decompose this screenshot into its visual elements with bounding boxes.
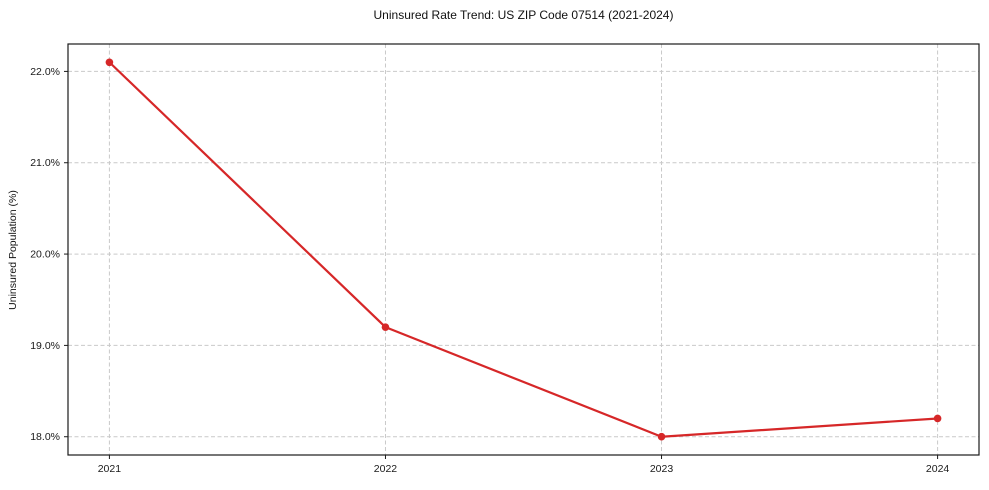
- trend-line: [108, 61, 939, 438]
- y-tick-label: 18.0%: [30, 431, 60, 443]
- y-tick-label: 20.0%: [30, 249, 60, 261]
- data-point-marker: [657, 432, 666, 441]
- chart-title: Uninsured Rate Trend: US ZIP Code 07514 …: [373, 8, 674, 22]
- x-tick-label: 2023: [650, 463, 674, 475]
- y-tick-label: 21.0%: [30, 157, 60, 169]
- y-tick-label: 22.0%: [30, 66, 60, 78]
- x-tick-label: 2021: [98, 463, 122, 475]
- plot-border: [67, 43, 980, 456]
- y-tick-label: 19.0%: [30, 340, 60, 352]
- x-tick-label: 2022: [374, 463, 398, 475]
- data-point-marker: [381, 323, 390, 331]
- x-tick-label: 2024: [926, 463, 950, 475]
- data-point-marker: [933, 414, 942, 423]
- data-point-marker: [105, 58, 114, 67]
